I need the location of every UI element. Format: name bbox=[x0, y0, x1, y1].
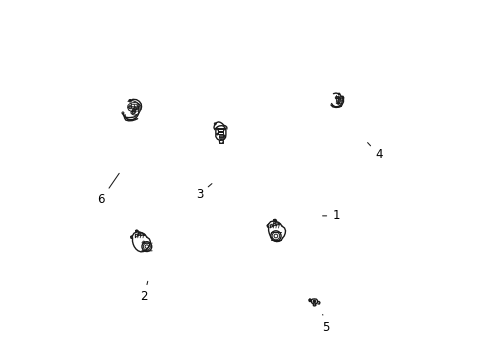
Text: 4: 4 bbox=[367, 143, 382, 161]
Text: 3: 3 bbox=[196, 184, 211, 201]
Text: 1: 1 bbox=[322, 210, 339, 222]
Text: 6: 6 bbox=[97, 173, 119, 206]
Text: 2: 2 bbox=[140, 281, 147, 303]
Text: 5: 5 bbox=[322, 315, 329, 333]
